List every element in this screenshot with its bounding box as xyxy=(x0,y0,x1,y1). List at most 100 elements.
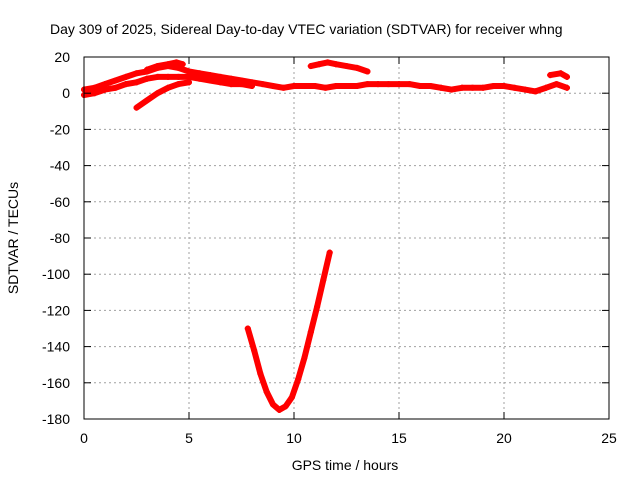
data-point xyxy=(217,73,224,80)
data-point xyxy=(295,376,302,383)
data-point xyxy=(144,66,150,73)
data-point xyxy=(196,70,203,77)
data-point xyxy=(364,81,371,88)
data-point xyxy=(396,81,402,88)
x-tick-label: 15 xyxy=(391,430,407,446)
data-point xyxy=(123,73,129,80)
chart-title: Day 309 of 2025, Sidereal Day-to-day VTE… xyxy=(50,21,563,37)
x-tick-label: 10 xyxy=(286,430,302,446)
data-point xyxy=(333,82,339,89)
y-tick-label: -140 xyxy=(42,339,70,355)
data-point xyxy=(207,72,213,79)
data-point xyxy=(301,82,308,89)
data-point xyxy=(133,70,140,77)
data-point xyxy=(276,406,283,413)
data-point xyxy=(102,81,108,88)
grid xyxy=(84,57,609,419)
data-point xyxy=(249,82,255,89)
data-point xyxy=(385,81,392,88)
x-tick-label: 5 xyxy=(185,430,193,446)
data-point xyxy=(469,84,476,91)
y-tick-label: -60 xyxy=(50,194,70,210)
data-point xyxy=(324,59,331,66)
data-point xyxy=(112,77,119,84)
data-point xyxy=(144,97,150,104)
data-point xyxy=(522,86,528,93)
data-point xyxy=(175,81,182,88)
x-tick-label: 0 xyxy=(80,430,88,446)
data-point xyxy=(406,81,413,88)
data-point xyxy=(196,75,203,82)
data-point xyxy=(165,84,171,91)
data-point xyxy=(228,81,234,88)
data-point xyxy=(312,82,318,89)
data-point xyxy=(179,61,186,68)
data-point xyxy=(307,63,314,70)
data-point xyxy=(186,68,192,75)
series-upper-arc xyxy=(144,59,186,73)
data-point xyxy=(326,249,333,256)
y-axis-title: SDTVAR / TECUs xyxy=(5,182,21,294)
y-tick-label: -80 xyxy=(50,230,70,246)
data-point xyxy=(91,90,98,97)
data-point xyxy=(112,84,119,91)
data-point xyxy=(144,75,150,82)
data-point xyxy=(154,90,161,97)
data-point xyxy=(501,82,507,89)
data-point xyxy=(244,325,251,332)
data-point xyxy=(557,70,564,77)
data-point xyxy=(173,59,180,66)
data-point xyxy=(364,68,371,75)
data-point xyxy=(288,394,295,401)
data-point xyxy=(427,82,434,89)
series-line xyxy=(244,249,333,413)
data-point xyxy=(438,84,444,91)
data-layer xyxy=(81,59,570,413)
data-point xyxy=(564,84,570,91)
data-point xyxy=(417,82,423,89)
x-axis-title: GPS time / hours xyxy=(292,457,399,473)
y-tick-label: -120 xyxy=(42,302,70,318)
data-point xyxy=(259,81,266,88)
data-point xyxy=(564,73,570,80)
data-point xyxy=(354,64,360,71)
data-point xyxy=(270,82,276,89)
data-point xyxy=(532,88,539,95)
y-tick-label: 20 xyxy=(54,49,70,65)
data-point xyxy=(343,63,350,70)
data-point xyxy=(547,72,554,79)
data-point xyxy=(154,63,161,70)
series-deep-dip xyxy=(244,249,333,413)
data-point xyxy=(251,347,258,354)
data-point xyxy=(133,79,140,86)
y-tick-label: 0 xyxy=(62,85,70,101)
data-point xyxy=(280,84,287,91)
y-tick-label: -100 xyxy=(42,266,70,282)
ticks: 0 5 10 15 20 25 -180 -160 -140 -120 -100 -80 -60 -40 -… xyxy=(42,49,617,446)
data-point xyxy=(175,73,182,80)
data-point xyxy=(228,75,234,82)
data-point xyxy=(343,82,350,89)
series-rising-arc xyxy=(133,79,192,111)
series-late-spikes xyxy=(547,70,570,80)
data-point xyxy=(91,84,98,91)
data-point xyxy=(154,73,161,80)
y-tick-label: -20 xyxy=(50,121,70,137)
data-point xyxy=(480,84,486,91)
data-point xyxy=(207,77,213,84)
data-point xyxy=(375,81,381,88)
data-point xyxy=(263,388,270,395)
data-point xyxy=(291,82,297,89)
data-point xyxy=(270,401,276,408)
series-lower-band xyxy=(81,73,255,99)
data-point xyxy=(165,61,171,68)
series-late-arc xyxy=(307,59,371,75)
data-point xyxy=(186,79,192,86)
data-point xyxy=(257,370,264,377)
y-tick-label: -180 xyxy=(42,411,70,427)
data-point xyxy=(314,303,321,310)
data-point xyxy=(553,81,560,88)
data-point xyxy=(333,61,339,68)
